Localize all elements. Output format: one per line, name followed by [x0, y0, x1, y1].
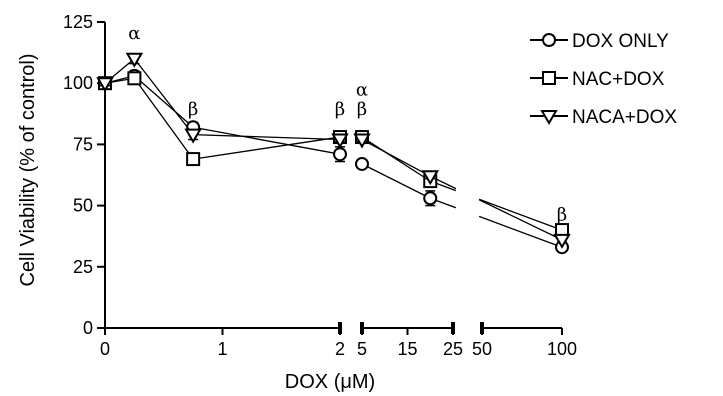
- y-tick-label: 125: [63, 12, 93, 32]
- data-point: [331, 133, 349, 149]
- plot-area: [96, 52, 571, 255]
- x-tick-label: 2: [335, 339, 345, 359]
- legend-label: DOX ONLY: [572, 31, 669, 52]
- series-line: [193, 136, 341, 160]
- x-tick-label: 0: [100, 339, 110, 359]
- series-line: [193, 126, 341, 155]
- x-tick-label: 1: [217, 339, 227, 359]
- data-point: [186, 152, 201, 167]
- x-tick-label: 5: [357, 339, 367, 359]
- y-tick-label: 25: [73, 257, 93, 277]
- series-line: [361, 163, 431, 199]
- series-line: [133, 75, 194, 128]
- series-line: [478, 198, 563, 231]
- legend-marker: [542, 71, 556, 85]
- series: [98, 68, 569, 255]
- data-point: [421, 170, 439, 186]
- significance-label: β: [357, 99, 367, 120]
- legend-item: NACA+DOX: [530, 107, 677, 128]
- significance-label: α: [356, 79, 368, 100]
- legend-marker: [540, 110, 558, 125]
- y-tick-label: 75: [73, 134, 93, 154]
- data-point: [553, 233, 571, 249]
- x-axis-label: DOX (μM): [285, 371, 375, 393]
- significance-label: β: [188, 99, 198, 120]
- significance-label: β: [557, 204, 567, 225]
- data-point: [353, 133, 371, 149]
- data-point: [127, 71, 142, 86]
- x-tick-label: 15: [397, 339, 417, 359]
- series-line: [193, 133, 341, 141]
- series-line: [133, 58, 194, 136]
- x-tick-label: 50: [472, 339, 492, 359]
- series-line: [361, 136, 431, 182]
- significance-label: β: [335, 99, 345, 120]
- data-point: [423, 191, 438, 206]
- data-point: [96, 77, 114, 93]
- y-tick-label: 50: [73, 196, 93, 216]
- y-tick-label: 0: [83, 318, 93, 338]
- data-point: [333, 147, 347, 162]
- y-tick-label: 100: [63, 73, 93, 93]
- series-line: [133, 77, 194, 160]
- legend-item: DOX ONLY: [530, 31, 669, 52]
- legend: DOX ONLY NAC+DOX NACA+DOX: [530, 31, 677, 128]
- significance-label: α: [128, 23, 140, 44]
- series-line: [478, 215, 563, 248]
- legend-label: NAC+DOX: [572, 69, 665, 90]
- series-line: [361, 138, 431, 177]
- x-tick-label: 25: [443, 339, 463, 359]
- data-point: [184, 128, 202, 144]
- data-point: [355, 156, 369, 171]
- data-point: [125, 52, 144, 68]
- series: [96, 52, 571, 249]
- legend-item: NAC+DOX: [530, 69, 665, 90]
- legend-label: NACA+DOX: [572, 107, 677, 128]
- legend-marker: [542, 33, 556, 47]
- x-tick-label: 100: [547, 339, 577, 359]
- series-line: [478, 199, 563, 241]
- y-axis-label: Cell Viability (% of control): [17, 53, 39, 286]
